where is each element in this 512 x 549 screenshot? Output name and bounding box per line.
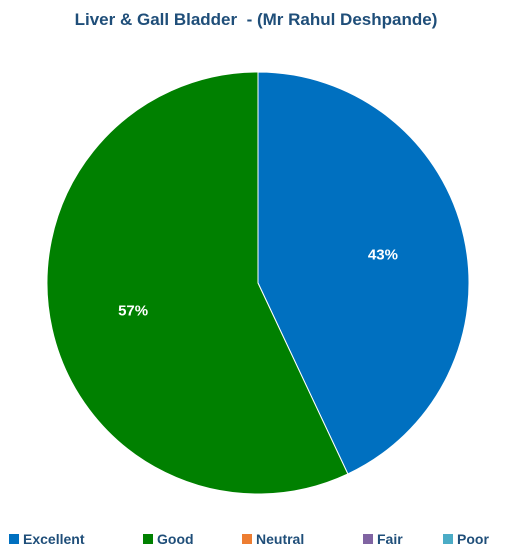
legend-label-neutral: Neutral	[256, 531, 305, 547]
legend-label-fair: Fair	[377, 531, 403, 547]
data-label-good: 57%	[118, 302, 148, 319]
legend-item-good: Good	[143, 530, 194, 548]
pie-slice-good	[46, 71, 349, 495]
legend-item-fair: Fair	[363, 530, 403, 548]
legend-item-neutral: Neutral	[242, 530, 304, 548]
data-label-excellent: 43%	[368, 247, 398, 264]
legend: Excellent Good Neutral Fair Poor	[0, 530, 512, 548]
legend-label-good: Good	[157, 531, 194, 547]
legend-label-excellent: Excellent	[23, 531, 85, 547]
legend-swatch-neutral	[242, 534, 252, 544]
chart-title: Liver & Gall Bladder - (Mr Rahul Deshpan…	[74, 10, 438, 29]
legend-swatch-poor	[443, 534, 453, 544]
legend-swatch-excellent	[9, 534, 19, 544]
legend-item-poor: Poor	[443, 530, 489, 548]
legend-swatch-fair	[363, 534, 373, 544]
legend-label-poor: Poor	[457, 531, 489, 547]
legend-swatch-good	[143, 534, 153, 544]
pie-slice-excellent	[257, 71, 470, 475]
legend-item-excellent: Excellent	[9, 530, 84, 548]
